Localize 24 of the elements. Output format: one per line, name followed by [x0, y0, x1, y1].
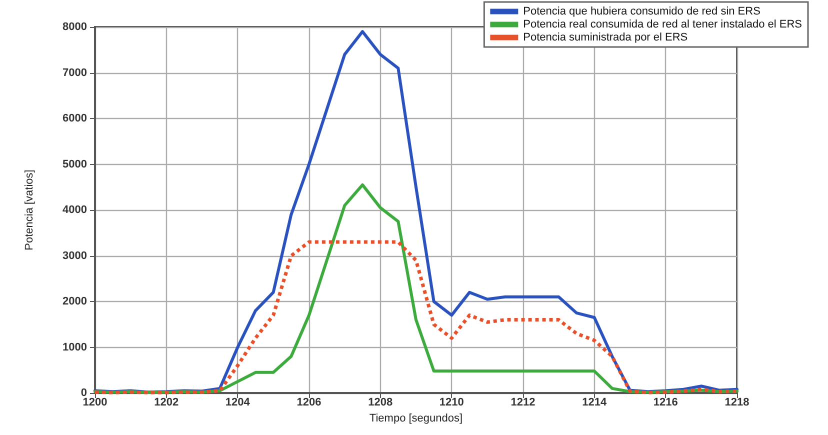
legend-label: Potencia real consumida de red al tener instalado el ERS	[523, 18, 802, 30]
x-tick-label: 1204	[225, 396, 251, 408]
y-tick-label: 3000	[62, 250, 87, 262]
y-tick-label: 6000	[62, 112, 87, 124]
y-axis-title: Potencia [vatios]	[24, 170, 36, 250]
y-tick-label: 1000	[62, 341, 87, 354]
y-tick-label: 8000	[62, 21, 87, 33]
x-tick-label: 1206	[296, 396, 322, 408]
y-tick-label: 5000	[62, 158, 87, 170]
y-tick-label: 2000	[62, 296, 87, 308]
x-tick-label: 1212	[510, 396, 536, 408]
x-tick-label: 1218	[724, 396, 750, 408]
x-axis-title: Tiempo [segundos]	[369, 412, 463, 424]
x-tick-label: 1208	[368, 396, 393, 408]
x-tick-label: 1216	[653, 396, 678, 408]
legend-label: Potencia suministrada por el ERS	[523, 32, 688, 44]
x-tick-label: 1200	[82, 396, 108, 408]
x-tick-label: 1202	[154, 396, 179, 408]
x-tick-label: 1214	[582, 396, 608, 408]
y-tick-label: 7000	[62, 66, 87, 79]
y-tick-label: 0	[80, 387, 87, 399]
legend-label: Potencia que hubiera consumido de red sin ERS	[523, 6, 760, 18]
y-tick-label: 4000	[62, 204, 87, 216]
x-tick-label: 1210	[439, 396, 464, 408]
